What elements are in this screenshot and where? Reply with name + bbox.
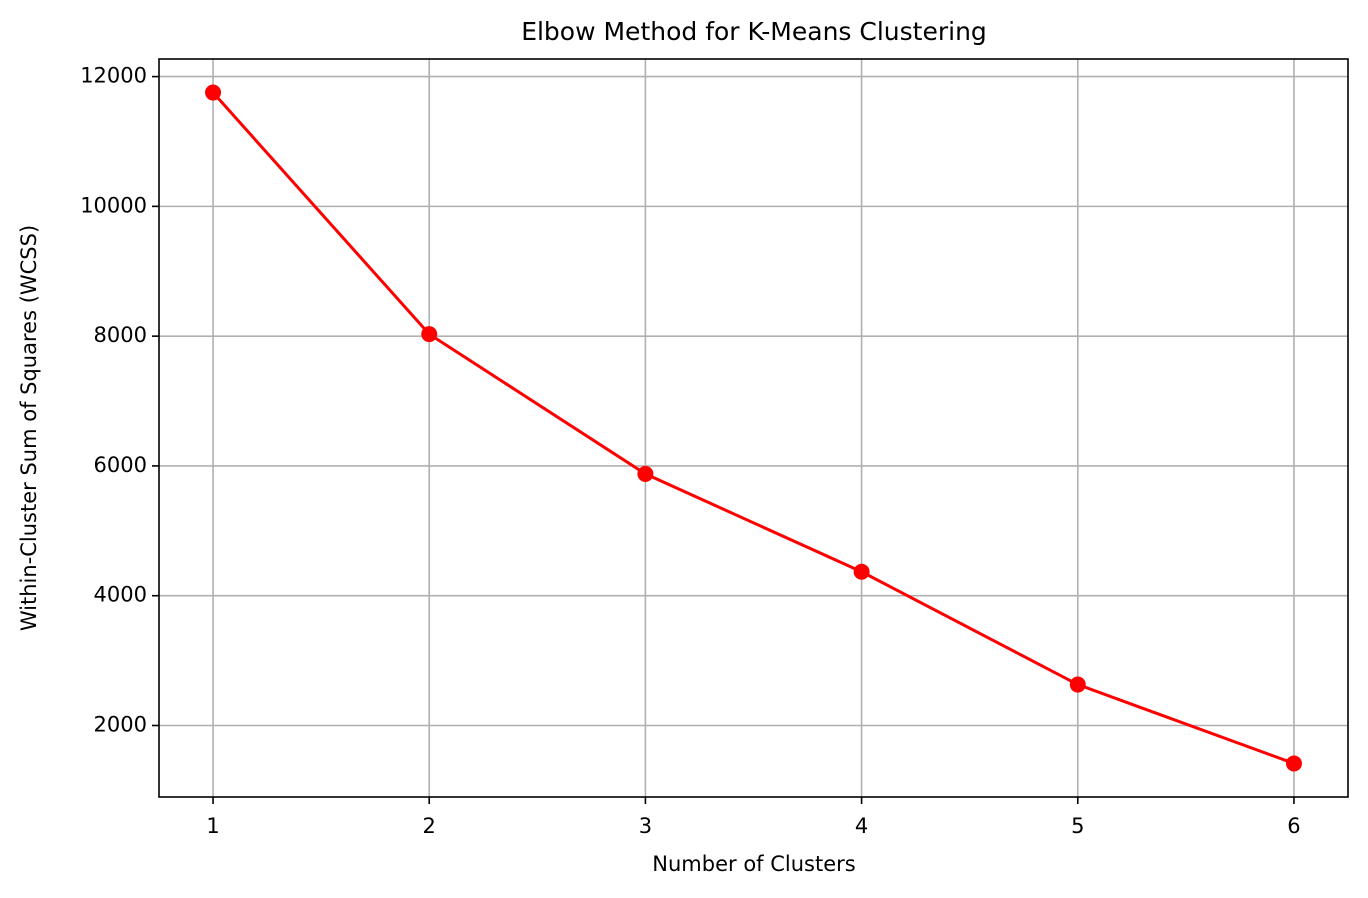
x-tick-label: 3 — [639, 814, 652, 838]
y-tick-label: 4000 — [94, 583, 147, 607]
y-tick-label: 10000 — [80, 193, 147, 217]
marker — [421, 326, 438, 343]
marker — [205, 84, 222, 101]
x-axis-label: Number of Clusters — [652, 852, 855, 876]
y-tick-label: 12000 — [80, 64, 147, 88]
x-tick-label: 5 — [1071, 814, 1084, 838]
x-tick-label: 4 — [855, 814, 868, 838]
plot-frame — [158, 58, 1349, 798]
y-tick-label: 6000 — [94, 453, 147, 477]
y-axis-label: Within-Cluster Sum of Squares (WCSS) — [17, 225, 41, 631]
marker — [853, 563, 870, 580]
y-tick-label: 2000 — [94, 712, 147, 736]
x-tick-label: 2 — [423, 814, 436, 838]
marker — [1285, 755, 1302, 772]
x-tick-label: 1 — [206, 814, 219, 838]
y-tick-label: 8000 — [94, 323, 147, 347]
line — [211, 91, 1295, 765]
chart-title: Elbow Method for K-Means Clustering — [521, 17, 987, 46]
x-tick-label: 6 — [1287, 814, 1300, 838]
marker — [637, 465, 654, 482]
marker — [1069, 676, 1086, 693]
